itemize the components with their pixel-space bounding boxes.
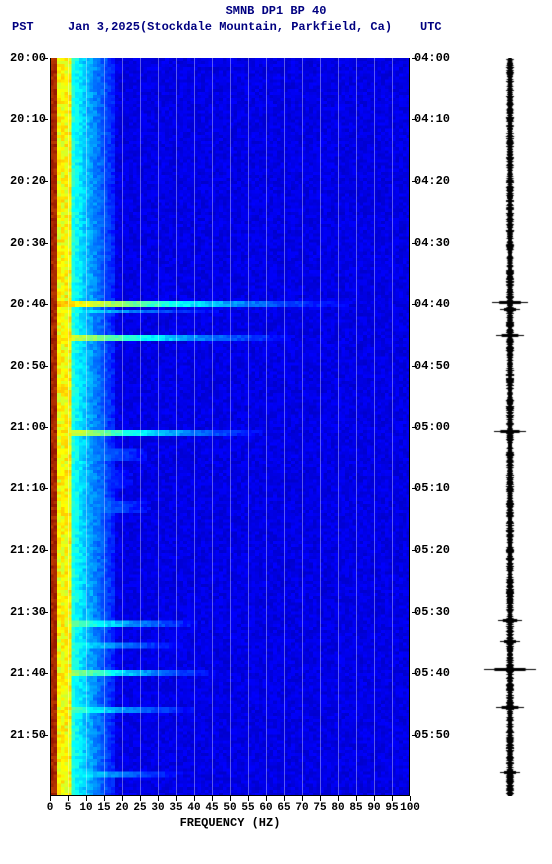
y-tick-left: 21:10 [10,481,46,495]
gridline-vertical [230,58,231,796]
y-axis-left: 20:0020:1020:2020:3020:4020:5021:0021:10… [0,58,48,796]
gridline-vertical [356,58,357,796]
y-tick-left: 20:30 [10,236,46,250]
gridline-vertical [68,58,69,796]
gridline-vertical [86,58,87,796]
gridline-vertical [374,58,375,796]
y-tick-right: 04:20 [414,174,450,188]
gridline-vertical [176,58,177,796]
x-tick [230,796,231,801]
y-tick-left: 21:40 [10,666,46,680]
x-tick-label: 10 [79,802,92,814]
y-tick-right: 05:30 [414,605,450,619]
spectrogram-plot [50,58,410,796]
x-axis: FREQUENCY (HZ) 05 10 15 20 25 30 35 40 45 50 55 60 6… [50,796,410,842]
y-tick-right: 04:50 [414,359,450,373]
waveform-plot [480,58,540,796]
y-axis-right: 04:0004:1004:2004:3004:4004:5005:0005:10… [412,58,462,796]
gridline-vertical [140,58,141,796]
x-tick-label: 5 [65,802,72,814]
x-tick [320,796,321,801]
gridline-vertical [122,58,123,796]
y-tick-left: 21:00 [10,420,46,434]
gridline-vertical [194,58,195,796]
gridline-vertical [158,58,159,796]
x-tick [338,796,339,801]
x-tick [140,796,141,801]
x-tick-label: 55 [241,802,254,814]
y-tick-left: 20:20 [10,174,46,188]
x-tick-label: 95 [385,802,398,814]
x-tick-label: 35 [169,802,182,814]
x-tick [158,796,159,801]
x-tick-label: 40 [187,802,200,814]
x-tick-label: 100 [400,802,420,814]
y-tick-right: 04:30 [414,236,450,250]
x-tick-label: 20 [115,802,128,814]
y-tick-right: 05:20 [414,543,450,557]
x-tick-label: 90 [367,802,380,814]
x-axis-label: FREQUENCY (HZ) [50,816,410,830]
gridline-vertical [392,58,393,796]
x-tick [68,796,69,801]
y-tick-left: 20:00 [10,51,46,65]
x-tick-label: 65 [277,802,290,814]
x-tick-label: 25 [133,802,146,814]
gridline-vertical [302,58,303,796]
y-tick-left: 21:50 [10,728,46,742]
y-tick-right: 05:50 [414,728,450,742]
y-tick-left: 20:10 [10,112,46,126]
y-tick-right: 05:00 [414,420,450,434]
x-tick [284,796,285,801]
x-tick [410,796,411,801]
tz-label-right: UTC [420,20,442,34]
y-tick-right: 04:00 [414,51,450,65]
x-tick-label: 30 [151,802,164,814]
y-tick-right: 05:40 [414,666,450,680]
x-tick [302,796,303,801]
x-tick [104,796,105,801]
x-tick-label: 85 [349,802,362,814]
x-tick [86,796,87,801]
x-tick [50,796,51,801]
page: SMNB DP1 BP 40 PST Jan 3,2025(Stockdale … [0,0,552,864]
y-tick-right: 04:10 [414,112,450,126]
x-tick-label: 70 [295,802,308,814]
x-tick [356,796,357,801]
y-tick-left: 20:50 [10,359,46,373]
chart-subtitle: Jan 3,2025(Stockdale Mountain, Parkfield… [0,20,460,34]
x-tick [266,796,267,801]
gridline-vertical [212,58,213,796]
x-tick-label: 80 [331,802,344,814]
y-tick-left: 20:40 [10,297,46,311]
waveform-canvas [480,58,540,796]
chart-title: SMNB DP1 BP 40 [0,4,552,18]
x-tick-label: 45 [205,802,218,814]
x-tick-label: 0 [47,802,54,814]
gridline-vertical [320,58,321,796]
x-tick-label: 50 [223,802,236,814]
x-tick [374,796,375,801]
x-tick [248,796,249,801]
x-tick [392,796,393,801]
x-tick-label: 60 [259,802,272,814]
gridline-vertical [338,58,339,796]
y-tick-left: 21:20 [10,543,46,557]
y-tick-left: 21:30 [10,605,46,619]
gridline-vertical [104,58,105,796]
y-tick-right: 05:10 [414,481,450,495]
x-tick-label: 15 [97,802,110,814]
x-tick [212,796,213,801]
x-tick [176,796,177,801]
gridline-vertical [248,58,249,796]
gridline-vertical [284,58,285,796]
x-tick [122,796,123,801]
x-tick [194,796,195,801]
y-tick-right: 04:40 [414,297,450,311]
x-tick-label: 75 [313,802,326,814]
gridline-vertical [266,58,267,796]
